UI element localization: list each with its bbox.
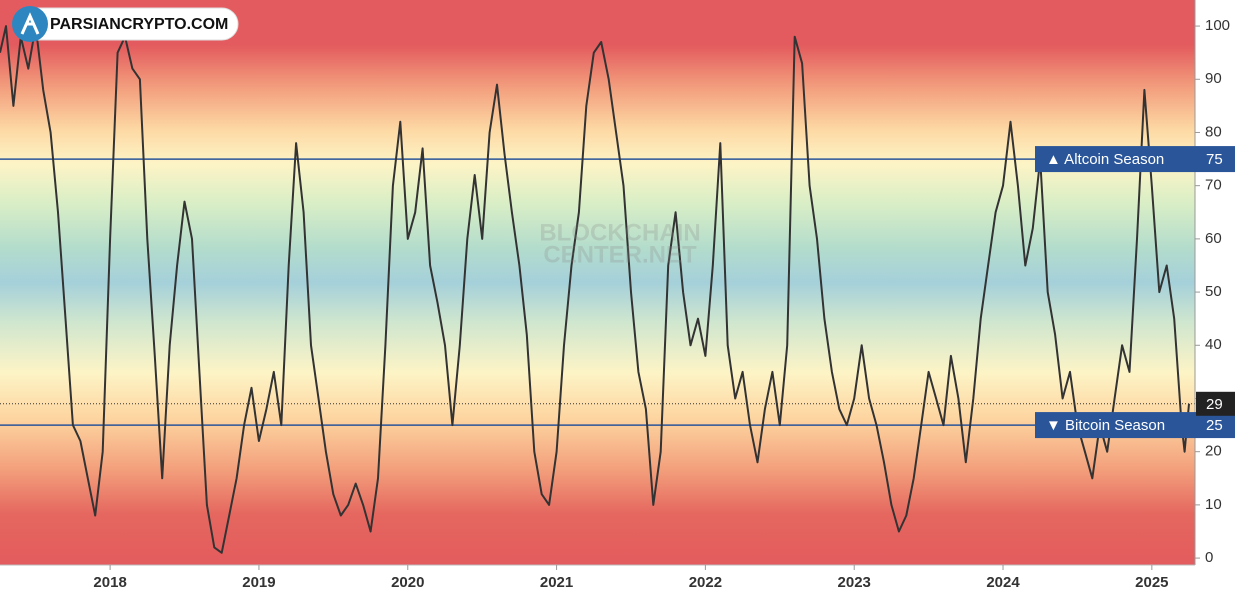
x-tick-label: 2021: [540, 574, 573, 591]
x-tick-label: 2018: [93, 574, 126, 591]
y-tick-label: 40: [1205, 336, 1222, 353]
logo-text: PARSIANCRYPTO.COM: [50, 16, 228, 33]
threshold-label: ▲ Altcoin Season: [1046, 151, 1164, 168]
layer: [0, 25, 1195, 554]
threshold-badge: [1035, 412, 1235, 439]
x-tick-label: 2020: [391, 574, 424, 591]
threshold-label: ▼ Bitcoin Season: [1046, 417, 1165, 434]
x-tick-label: 2025: [1135, 574, 1168, 591]
threshold-badge: [1035, 146, 1235, 173]
current-value: 29: [1206, 396, 1223, 413]
y-tick-label: 0: [1205, 549, 1213, 566]
threshold-value: 25: [1206, 417, 1223, 434]
watermark: BLOCKCHAIN: [539, 219, 700, 246]
x-tick-label: 2024: [986, 574, 1020, 591]
y-tick-label: 70: [1205, 177, 1222, 194]
logo: PARSIANCRYPTO.COM: [12, 6, 239, 42]
y-tick-label: 100: [1205, 17, 1230, 34]
series-line: [0, 25, 1190, 554]
logo-glyph: [20, 12, 40, 35]
current-badge: [1196, 391, 1235, 416]
plot-background: [0, 0, 1195, 565]
y-tick-label: 10: [1205, 496, 1222, 513]
x-tick-label: 2019: [242, 574, 275, 591]
threshold-value: 75: [1206, 151, 1223, 168]
x-tick-label: 2023: [838, 574, 871, 591]
y-tick-label: 20: [1205, 443, 1222, 460]
y-tick-label: 90: [1205, 70, 1222, 87]
x-tick-label: 2022: [689, 574, 722, 591]
watermark: CENTER.NET: [543, 241, 697, 268]
y-tick-label: 80: [1205, 123, 1222, 140]
y-tick-label: 50: [1205, 283, 1222, 300]
y-tick-label: 60: [1205, 230, 1222, 247]
